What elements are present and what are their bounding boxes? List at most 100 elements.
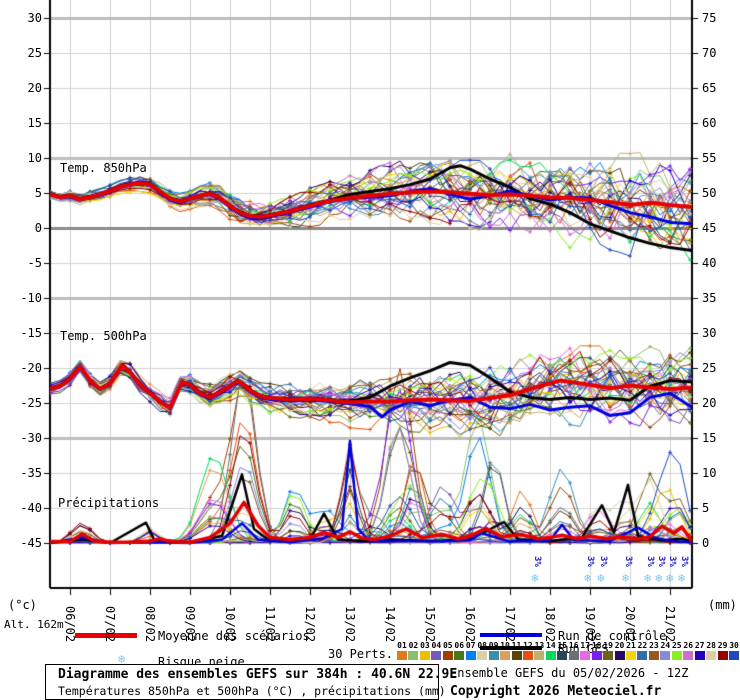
pert-number: 12 [523, 641, 533, 650]
pert-color-square [568, 651, 579, 660]
pert-color-square [660, 651, 671, 660]
left-axis-tick-label: -40 [20, 501, 42, 515]
right-axis-tick-label: 20 [702, 396, 717, 410]
left-axis-tick-label: 30 [27, 11, 42, 25]
pert-number: 07 [465, 641, 476, 650]
pert-number: 19 [603, 641, 613, 650]
pert-color-square [408, 651, 419, 660]
right-axis-tick-label: 65 [702, 81, 717, 95]
pert-number: 23 [649, 641, 659, 650]
left-axis-tick-label: -30 [20, 431, 42, 445]
right-axis-tick-label: 10 [702, 466, 717, 480]
right-axis-tick-label: 40 [702, 256, 717, 270]
snow-risk-percent: 3% [532, 556, 543, 567]
title-box: Diagramme des ensembles GEFS sur 384h : … [45, 664, 457, 700]
left-axis-tick-label: 15 [27, 116, 42, 130]
pert-number: 11 [511, 641, 522, 650]
right-axis-tick-label: 60 [702, 116, 717, 130]
perts-count-label: 30 Perts. [328, 647, 394, 661]
pert-color-square [500, 651, 511, 660]
pert-color-square [545, 651, 556, 660]
pert-number: 27 [694, 641, 705, 650]
date-label: 09/02 [183, 606, 197, 643]
pert-number: 17 [580, 641, 590, 650]
legend-mean-label: Moyenne des scénarios [158, 629, 310, 643]
right-axis-tick-label: 5 [702, 501, 710, 515]
date-label: 19/02 [583, 606, 597, 643]
date-label: 07/02 [103, 606, 117, 643]
pert-color-square [442, 651, 453, 660]
pert-color-square [729, 651, 740, 660]
pert-color-square [580, 651, 591, 660]
pert-number: 08 [477, 641, 487, 650]
pert-color-square [637, 651, 648, 660]
pert-color-square [694, 651, 705, 660]
pert-number: 01 [397, 641, 407, 650]
pert-number: 15 [557, 641, 568, 650]
snow-risk-percent: 3% [623, 556, 633, 567]
left-axis-unit: (°c) [8, 598, 37, 612]
pert-number: 10 [500, 641, 510, 650]
pert-color-square [671, 651, 682, 660]
diagram-subtitle: Températures 850hPa et 500hPa (°C) , pré… [58, 684, 446, 698]
pert-number: 16 [568, 641, 579, 650]
left-axis-tick-label: -25 [20, 396, 42, 410]
pert-number: 26 [683, 641, 694, 650]
snowflake-icon: ❄ [597, 571, 605, 585]
pert-number: 21 [626, 641, 636, 650]
pert-color-square [465, 651, 476, 660]
pert-color-square [431, 651, 442, 660]
snowflake-icon: ❄ [655, 571, 663, 585]
pert-color-square [534, 651, 545, 660]
date-label: 10/02 [223, 606, 237, 643]
pert-color-square [477, 651, 488, 660]
pert-number: 03 [420, 641, 430, 650]
snowflake-icon: ❄ [666, 571, 674, 585]
pert-number: 02 [408, 641, 419, 650]
snow-risk-percent: 3% [598, 556, 609, 567]
left-axis-tick-label: 20 [27, 81, 42, 95]
pert-number: 22 [637, 641, 648, 650]
snowflake-icon: ❄ [644, 571, 652, 585]
right-axis-tick-label: 30 [702, 326, 717, 340]
date-label: 16/02 [463, 606, 477, 643]
copyright: Copyright 2026 Meteociel.fr [450, 684, 662, 699]
altitude-label: Alt. 162m [4, 618, 64, 631]
left-axis-tick-label: -35 [20, 466, 42, 480]
snow-risk-percent: 3% [645, 556, 655, 567]
date-label: 18/02 [543, 606, 557, 643]
right-axis-tick-label: 55 [702, 151, 717, 165]
snow-risk-percent: 3% [656, 556, 667, 567]
date-label: 11/02 [263, 606, 277, 643]
section-label: Précipitations [58, 496, 160, 510]
pert-color-square [591, 651, 602, 660]
pert-color-square [522, 651, 533, 660]
left-axis-tick-label: -5 [27, 256, 42, 270]
date-label: 12/02 [303, 606, 317, 643]
right-axis-tick-label: 35 [702, 291, 717, 305]
date-label: 20/02 [623, 606, 637, 643]
pert-number: 25 [671, 641, 682, 650]
snowflake-icon: ❄ [584, 571, 592, 585]
pert-color-square [603, 651, 614, 660]
left-axis-tick-label: 25 [27, 46, 42, 60]
right-axis-tick-label: 45 [702, 221, 717, 235]
pert-number: 20 [614, 641, 625, 650]
left-axis-tick-label: -20 [20, 361, 42, 375]
left-axis-tick-label: -15 [20, 326, 42, 340]
date-label: 06/02 [63, 606, 77, 643]
section-label: Temp. 500hPa [60, 329, 147, 343]
snow-risk-percent: 3% [585, 556, 595, 567]
snowflake-icon: ❄ [531, 571, 539, 585]
pert-color-square [648, 651, 659, 660]
left-axis-tick-label: 5 [34, 186, 42, 200]
snowflake-icon: ❄ [678, 571, 686, 585]
right-axis-tick-label: 15 [702, 431, 717, 445]
pert-number: 09 [488, 641, 499, 650]
pert-color-square [683, 651, 694, 660]
snowflake-icon: ❄ [622, 571, 630, 585]
pert-color-square [626, 651, 636, 660]
diagram-title: Diagramme des ensembles GEFS sur 384h : … [58, 667, 458, 682]
